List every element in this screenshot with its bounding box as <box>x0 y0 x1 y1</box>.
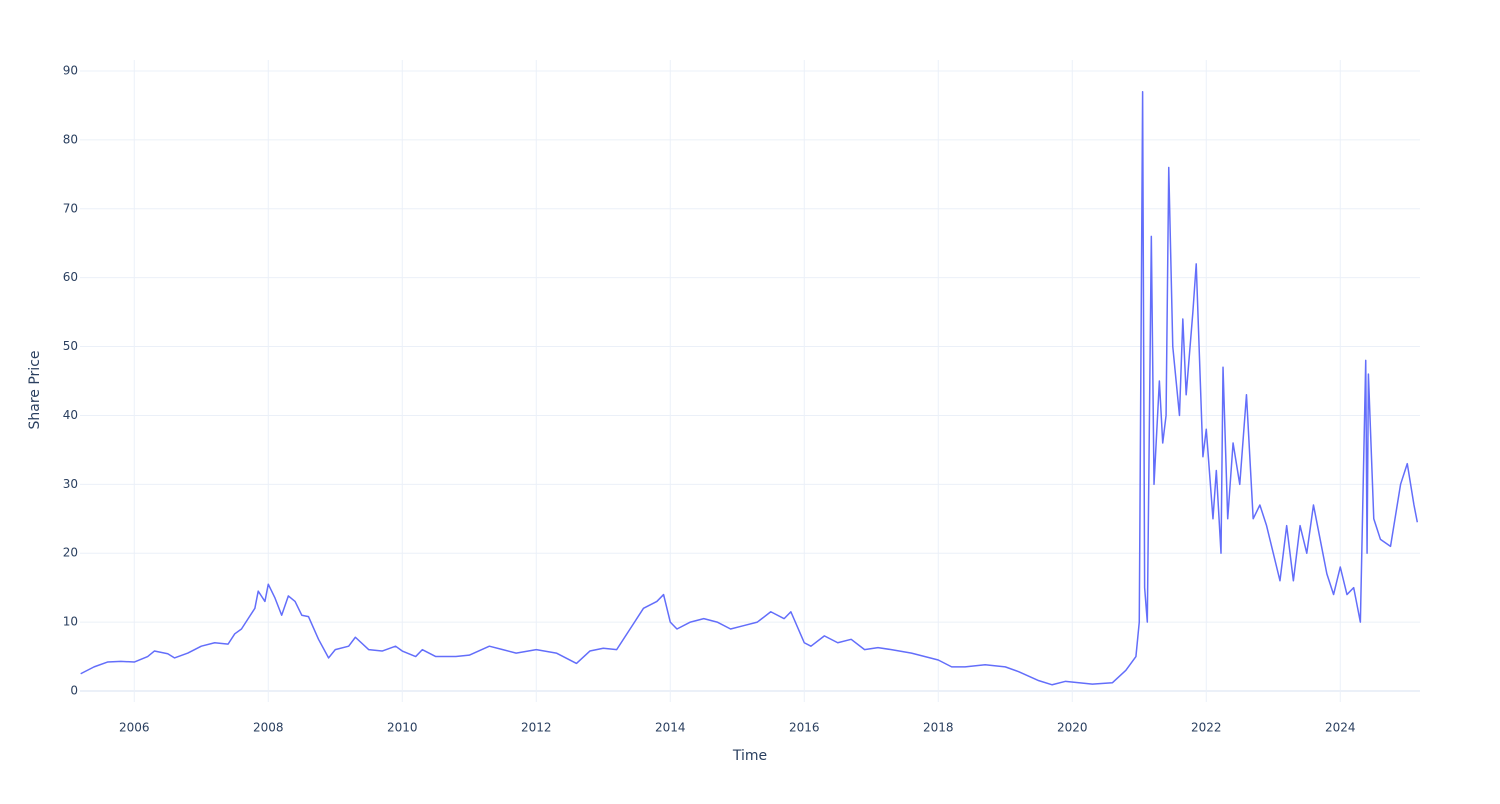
y-tick-label: 60 <box>63 270 78 284</box>
y-tick-label: 40 <box>63 408 78 422</box>
y-axis-title: Share Price <box>27 350 43 429</box>
x-tick-label: 2014 <box>655 721 686 735</box>
y-tick-label: 50 <box>63 339 78 353</box>
x-tick-label: 2024 <box>1325 721 1356 735</box>
x-tick-label: 2016 <box>789 721 820 735</box>
y-tick-label: 10 <box>63 615 78 629</box>
x-tick-label: 2020 <box>1057 721 1088 735</box>
y-tick-label: 90 <box>63 64 78 78</box>
x-tick-label: 2006 <box>119 721 150 735</box>
y-tick-label: 80 <box>63 132 78 146</box>
x-tick-label: 2022 <box>1191 721 1222 735</box>
x-tick-label: 2018 <box>923 721 954 735</box>
x-axis-title: Time <box>732 748 767 764</box>
x-tick-label: 2010 <box>387 721 418 735</box>
y-tick-label: 0 <box>70 683 78 697</box>
y-tick-label: 20 <box>63 546 78 560</box>
price-line <box>80 90 1419 686</box>
y-tick-label: 30 <box>63 477 78 491</box>
y-tick-label: 70 <box>63 201 78 215</box>
x-tick-label: 2012 <box>521 721 552 735</box>
x-tick-label: 2008 <box>253 721 284 735</box>
